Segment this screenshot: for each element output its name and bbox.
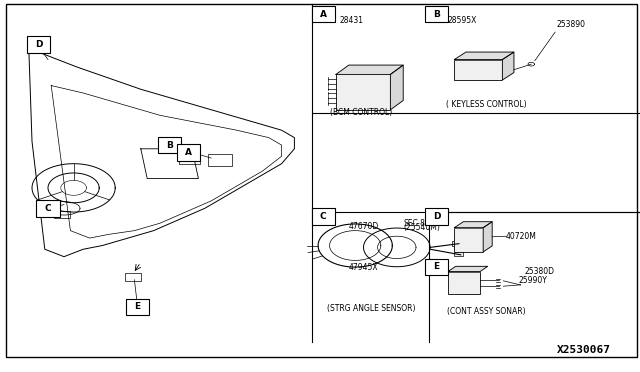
Polygon shape <box>390 65 403 110</box>
Text: 40720M: 40720M <box>506 232 536 241</box>
Text: C: C <box>45 204 51 213</box>
Text: A: A <box>186 148 192 157</box>
Bar <box>177 144 200 161</box>
Text: 253890: 253890 <box>557 20 586 29</box>
Bar <box>454 60 502 80</box>
Text: 25990Y: 25990Y <box>518 276 547 285</box>
Bar <box>452 241 462 246</box>
Bar <box>425 259 448 275</box>
Text: SEC.851: SEC.851 <box>403 219 435 228</box>
Text: 47945X: 47945X <box>349 263 378 272</box>
Text: (CONT ASSY SONAR): (CONT ASSY SONAR) <box>447 307 525 316</box>
Text: 47670D: 47670D <box>349 222 379 231</box>
Text: D: D <box>433 212 440 221</box>
Text: 28431: 28431 <box>339 16 364 25</box>
Bar <box>27 36 50 53</box>
Bar <box>454 252 463 256</box>
Text: (STRG ANGLE SENSOR): (STRG ANGLE SENSOR) <box>327 304 415 312</box>
Polygon shape <box>336 65 403 74</box>
Bar <box>448 272 480 294</box>
Text: A: A <box>320 10 326 19</box>
Text: C: C <box>320 212 326 221</box>
Text: X2530067: X2530067 <box>557 345 611 355</box>
Text: E: E <box>134 302 141 311</box>
Text: B: B <box>166 141 173 150</box>
Polygon shape <box>454 52 514 60</box>
Bar <box>36 200 60 217</box>
Text: (BCM CONTROL): (BCM CONTROL) <box>330 108 393 117</box>
Bar <box>208 154 232 166</box>
Bar <box>125 273 141 281</box>
Polygon shape <box>502 52 514 80</box>
Text: 28595X: 28595X <box>448 16 477 25</box>
Polygon shape <box>454 222 492 228</box>
Text: (25540M): (25540M) <box>403 223 440 232</box>
Text: ( KEYLESS CONTROL): ( KEYLESS CONTROL) <box>446 100 527 109</box>
Bar <box>126 299 149 315</box>
Text: B: B <box>433 10 440 19</box>
Bar <box>54 211 70 218</box>
Bar <box>425 6 448 22</box>
Text: D: D <box>35 40 42 49</box>
Text: E: E <box>433 262 440 271</box>
Bar <box>425 208 448 225</box>
Bar <box>454 228 483 252</box>
Bar <box>312 6 335 22</box>
Bar <box>312 208 335 225</box>
Bar <box>336 74 390 110</box>
Bar <box>158 137 181 153</box>
Bar <box>179 153 200 164</box>
Polygon shape <box>448 266 488 272</box>
Polygon shape <box>483 222 492 252</box>
Text: 25380D: 25380D <box>525 267 555 276</box>
